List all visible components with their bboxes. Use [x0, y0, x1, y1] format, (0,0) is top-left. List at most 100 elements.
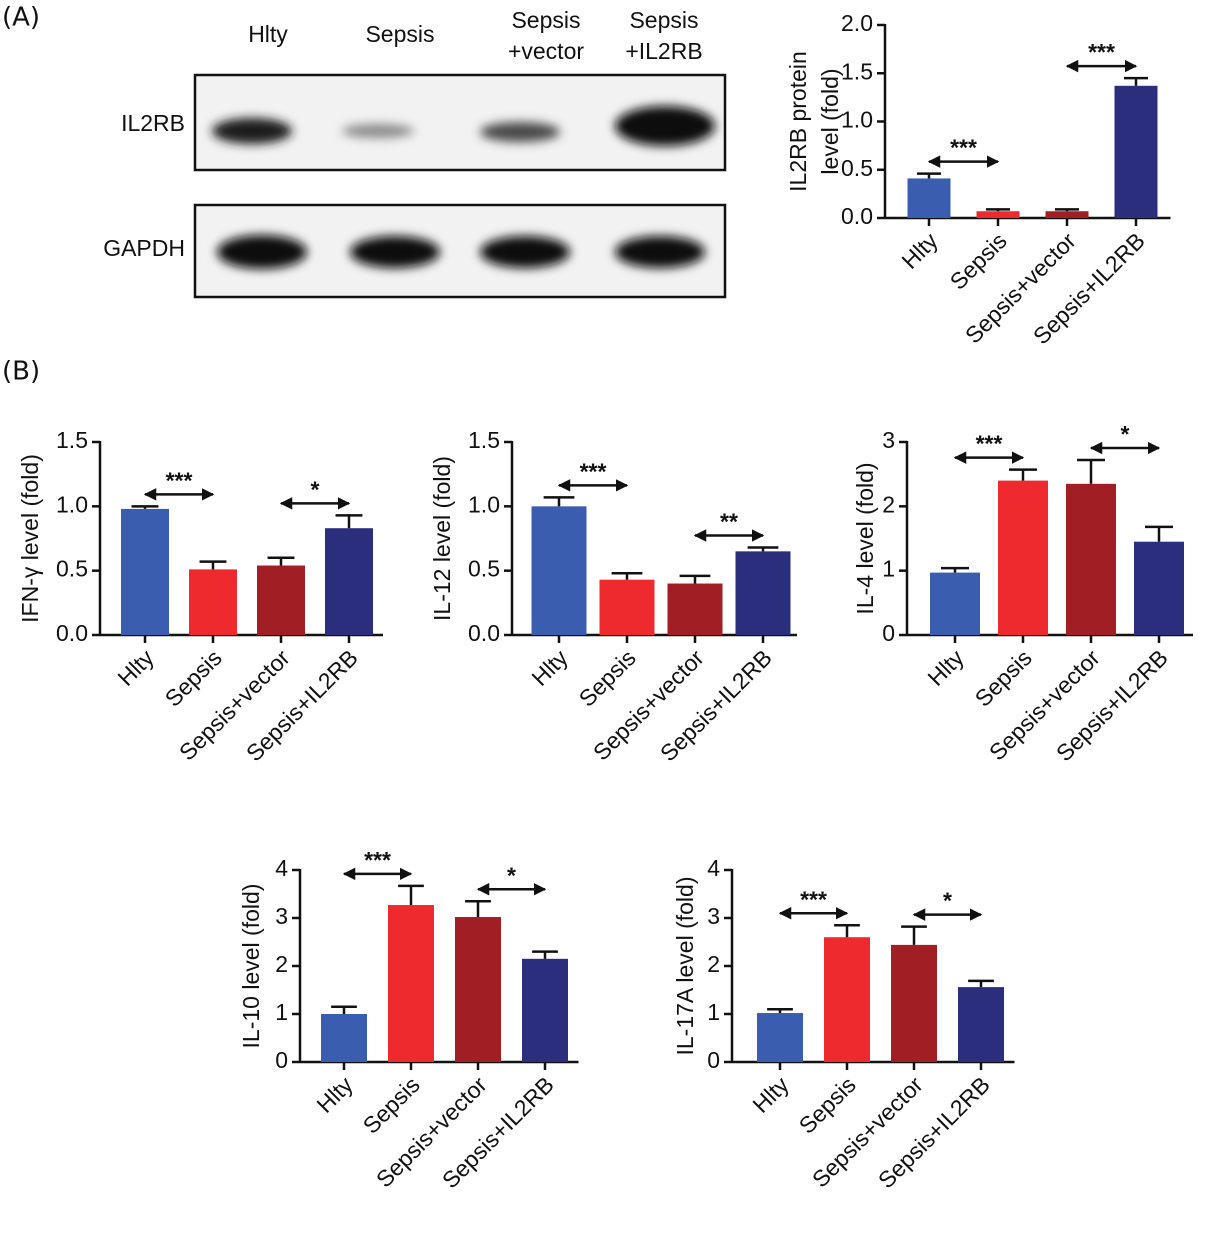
y-tick-label: 0.5: [468, 556, 500, 582]
significance-label: ***: [166, 467, 193, 493]
y-tick-label: 1.0: [468, 491, 500, 517]
y-tick-label: 3: [882, 427, 895, 453]
lane-label: Sepsis: [511, 7, 580, 33]
significance-label: ***: [950, 135, 977, 161]
band: [480, 122, 560, 142]
bar: [930, 572, 980, 635]
y-axis-label: IL-10 level (fold): [238, 884, 264, 1049]
bar: [325, 528, 373, 635]
y-tick-label: 1.0: [56, 491, 88, 517]
band: [217, 235, 307, 269]
y-tick-label: 3: [275, 903, 288, 929]
bar-chart: 0.0 0.5 1.0 1.5 2.0 IL2RB protein level (fold)…: [785, 10, 1171, 349]
x-tick-label: Hlty: [311, 1071, 358, 1118]
significance-label: ***: [800, 886, 827, 912]
y-tick-label: 4: [707, 855, 720, 881]
x-tick-label: Sepsis: [794, 1071, 861, 1138]
bar: [257, 565, 305, 635]
bar: [667, 583, 723, 635]
y-axis-label: IFN-γ level (fold): [17, 454, 43, 623]
x-tick-label: Sepsis: [574, 644, 641, 711]
error-bar: [267, 556, 295, 566]
y-tick-label: 1: [882, 556, 895, 582]
bar: [735, 551, 791, 635]
y-tick-label: 1.5: [56, 427, 88, 453]
bar: [599, 579, 655, 635]
error-bar: [941, 566, 969, 573]
lane-label: +vector: [508, 38, 584, 64]
error-bar: [199, 560, 227, 570]
error-bar: [398, 884, 424, 906]
y-tick-label: 1.5: [468, 427, 500, 453]
panel-label: (B): [2, 357, 40, 387]
significance-label: ***: [580, 458, 607, 484]
x-tick-label: Sepsis: [160, 644, 227, 711]
bar: [1134, 541, 1184, 635]
y-tick-label: 1.5: [841, 58, 873, 84]
band: [212, 118, 292, 144]
bar: [1114, 85, 1158, 218]
significance-label: ***: [364, 847, 391, 873]
band: [342, 124, 414, 138]
band: [480, 236, 570, 268]
significance-label: *: [1121, 421, 1130, 447]
bar: [1066, 483, 1116, 635]
error-bar: [679, 574, 711, 584]
bar: [958, 987, 1004, 1062]
bar: [455, 917, 501, 1062]
x-tick-label: Sepsis: [970, 644, 1037, 711]
y-tick-label: 2: [707, 951, 720, 977]
error-bar: [901, 925, 927, 945]
bar-chart: 0.0 0.5 1.0 1.5 IFN-γ level (fold) Hlty Sepsis…: [17, 427, 383, 766]
bar: [891, 944, 937, 1062]
y-tick-label: 4: [275, 855, 288, 881]
significance-label: ***: [1088, 39, 1115, 65]
error-bar: [335, 514, 363, 529]
error-bar: [532, 950, 558, 959]
error-bar: [1123, 76, 1149, 86]
y-tick-label: 1.0: [841, 107, 873, 133]
significance-label: *: [507, 862, 516, 888]
y-tick-label: 0.0: [468, 620, 500, 646]
y-axis-label: level (fold): [817, 68, 843, 174]
error-bar: [834, 923, 860, 938]
y-tick-label: 2: [882, 491, 895, 517]
error-bar: [131, 505, 159, 509]
y-tick-label: 0.0: [56, 620, 88, 646]
y-axis-label: IL2RB protein: [785, 51, 811, 192]
bar: [824, 937, 870, 1062]
bar: [907, 178, 951, 218]
lane-label: Hlty: [248, 21, 288, 47]
y-tick-label: 0: [707, 1047, 720, 1073]
x-tick-label: Sepsis: [945, 227, 1012, 294]
bar: [189, 569, 237, 635]
y-tick-label: 0.0: [841, 203, 873, 229]
panel-label: (A): [2, 3, 40, 33]
x-tick-label: Sepsis: [358, 1071, 425, 1138]
bar: [522, 958, 568, 1062]
bar: [1045, 211, 1089, 218]
error-bar: [1145, 525, 1173, 542]
bar: [998, 480, 1048, 635]
y-axis-label: IL-4 level (fold): [852, 462, 878, 614]
lane-label: Sepsis: [629, 7, 698, 33]
error-bar: [1054, 208, 1080, 212]
y-tick-label: 3: [707, 903, 720, 929]
bar: [388, 905, 434, 1062]
x-tick-label: Hlty: [896, 227, 943, 274]
band: [615, 106, 715, 146]
x-tick-label: Hlty: [112, 644, 159, 691]
error-bar: [916, 172, 942, 179]
y-tick-label: 2.0: [841, 10, 873, 36]
row-label: IL2RB: [121, 110, 185, 136]
error-bar: [611, 571, 643, 580]
bar: [757, 1013, 803, 1062]
y-tick-label: 1: [707, 999, 720, 1025]
bar: [321, 1014, 367, 1062]
row-label: GAPDH: [103, 235, 185, 261]
y-tick-label: 0: [882, 620, 895, 646]
y-axis-label: IL-12 level (fold): [429, 456, 455, 621]
y-tick-label: 0.5: [56, 556, 88, 582]
y-axis-label: IL-17A level (fold): [672, 877, 698, 1056]
